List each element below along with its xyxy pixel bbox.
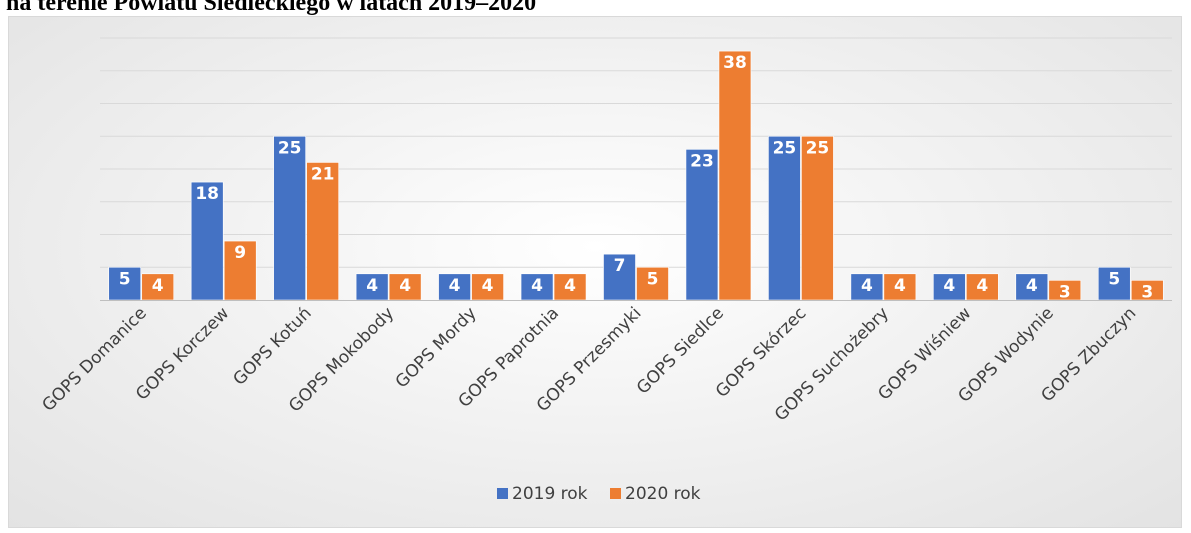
bar-2020	[718, 50, 752, 301]
bar-2019	[355, 273, 389, 301]
data-label: 4	[366, 276, 378, 296]
data-label: 4	[564, 276, 576, 296]
data-label: 3	[1059, 282, 1071, 302]
bar-2020	[966, 273, 999, 301]
legend-swatch-2019	[497, 488, 508, 499]
data-label: 4	[399, 276, 411, 296]
data-label: 4	[531, 276, 543, 296]
bar-2020	[801, 135, 834, 301]
page-title: na terenie Powiatu Siedleckiego w latach…	[6, 0, 537, 16]
data-label: 21	[311, 164, 335, 184]
data-label: 4	[152, 276, 164, 296]
data-label: 4	[976, 276, 988, 296]
data-label: 4	[861, 276, 873, 296]
bar-chart: 5 4 18 9 25 21 4 4 4 4 4 4 7 5 23 38 25 25 4 4 4 4 4 3 5 3 GOPS Do…	[38, 37, 1172, 504]
bar-2020	[306, 162, 339, 301]
data-label: 4	[1026, 276, 1038, 296]
data-label: 4	[894, 276, 906, 296]
data-label: 3	[1141, 282, 1153, 302]
bar-2019	[438, 273, 471, 301]
bar-2020	[636, 266, 669, 301]
bar-2019	[520, 273, 554, 301]
data-label: 9	[234, 243, 246, 263]
legend-label-2019: 2019 rok	[512, 484, 588, 504]
bar-2019	[933, 273, 966, 301]
data-label: 38	[723, 53, 747, 73]
bar-2019	[768, 135, 801, 301]
bar-2020	[553, 273, 587, 301]
x-tick-label: GOPS Domanice	[38, 303, 150, 415]
data-label: 5	[119, 269, 131, 289]
data-label: 7	[614, 256, 626, 276]
legend-swatch-2020	[610, 488, 621, 499]
bar-2019	[603, 253, 636, 301]
bar-2020	[141, 273, 175, 301]
bar-2020	[223, 240, 257, 301]
data-label: 18	[195, 184, 219, 204]
bar-2019	[190, 181, 224, 301]
x-tick-label: GOPS Kotuń	[229, 303, 315, 389]
x-tick-label: GOPS Mordy	[392, 303, 481, 392]
data-label: 25	[278, 138, 302, 158]
data-label: 25	[773, 138, 797, 158]
data-label: 23	[690, 151, 714, 171]
data-label: 4	[449, 276, 461, 296]
data-label: 4	[482, 276, 494, 296]
bar-2019	[685, 149, 719, 301]
bar-2019	[273, 135, 306, 301]
data-label: 5	[1108, 269, 1120, 289]
legend-label-2020: 2020 rok	[625, 484, 701, 504]
chart-area: 5 4 18 9 25 21 4 4 4 4 4 4 7 5 23 38 25 25 4 4 4 4 4 3 5 3 GOPS Do…	[8, 16, 1182, 528]
data-label: 4	[943, 276, 955, 296]
data-label: 25	[806, 138, 830, 158]
bar-2020	[388, 273, 422, 301]
data-label: 5	[647, 269, 659, 289]
x-tick-label: GOPS Siedlce	[633, 303, 728, 398]
bar-2020	[471, 273, 504, 301]
